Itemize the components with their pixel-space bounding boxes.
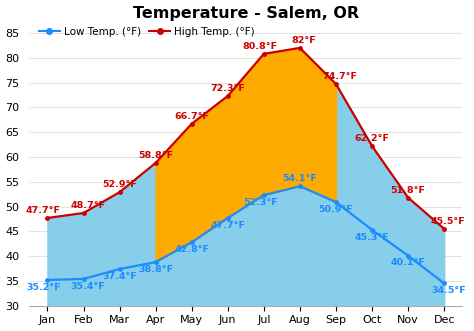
Text: 52.3°F: 52.3°F: [244, 198, 278, 207]
Text: 34.5°F: 34.5°F: [431, 286, 466, 295]
Text: 50.9°F: 50.9°F: [319, 205, 353, 214]
Legend: Low Temp. (°F), High Temp. (°F): Low Temp. (°F), High Temp. (°F): [35, 23, 259, 41]
Text: 38.8°F: 38.8°F: [138, 265, 173, 274]
Text: 35.2°F: 35.2°F: [26, 283, 61, 292]
Text: 48.7°F: 48.7°F: [70, 201, 105, 210]
Text: 80.8°F: 80.8°F: [242, 42, 277, 51]
Text: 54.1°F: 54.1°F: [283, 174, 318, 183]
Text: 52.9°F: 52.9°F: [102, 180, 137, 189]
Text: 47.7°F: 47.7°F: [26, 206, 61, 215]
Text: 66.7°F: 66.7°F: [174, 112, 209, 121]
Text: 74.7°F: 74.7°F: [323, 72, 358, 81]
Text: 62.2°F: 62.2°F: [355, 134, 390, 143]
Text: 35.4°F: 35.4°F: [70, 282, 105, 291]
Text: 58.8°F: 58.8°F: [138, 151, 173, 160]
Text: 42.8°F: 42.8°F: [174, 245, 209, 254]
Text: 72.3°F: 72.3°F: [210, 84, 245, 93]
Title: Temperature - Salem, OR: Temperature - Salem, OR: [133, 6, 359, 21]
Text: 45.5°F: 45.5°F: [431, 217, 466, 226]
Text: 40.1°F: 40.1°F: [391, 259, 426, 267]
Text: 51.8°F: 51.8°F: [391, 186, 426, 195]
Text: 45.3°F: 45.3°F: [355, 233, 390, 242]
Text: 47.7°F: 47.7°F: [210, 221, 245, 230]
Text: 37.4°F: 37.4°F: [102, 272, 137, 281]
Text: 82°F: 82°F: [292, 36, 317, 45]
